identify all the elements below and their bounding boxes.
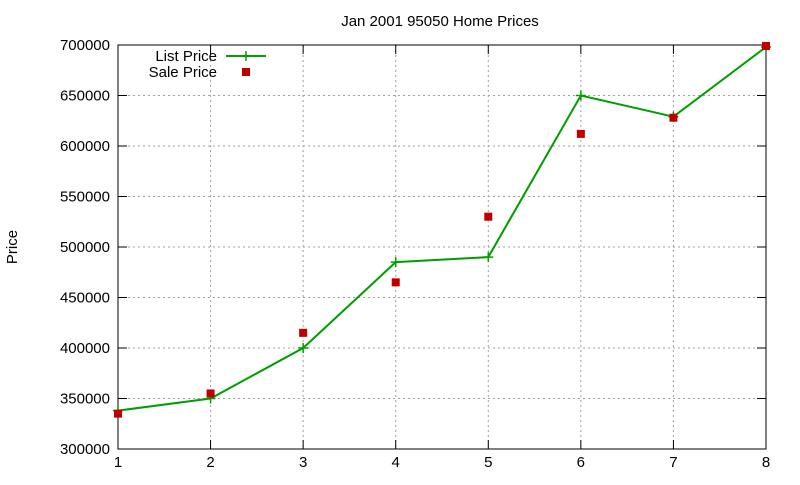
x-tick-label: 2 xyxy=(206,454,214,471)
chart-title: Jan 2001 95050 Home Prices xyxy=(341,13,539,30)
data-point xyxy=(114,409,122,418)
data-point xyxy=(576,129,585,138)
data-point xyxy=(299,328,308,337)
y-tick-label: 700000 xyxy=(60,37,110,54)
series xyxy=(113,42,771,418)
data-point xyxy=(298,343,309,353)
y-tick-label: 550000 xyxy=(60,189,110,206)
y-tick-label: 400000 xyxy=(60,340,110,357)
grid xyxy=(118,45,766,449)
series-sale-price xyxy=(114,42,770,418)
y-axis-label: Price xyxy=(4,230,21,264)
data-point xyxy=(575,90,586,101)
y-tick-label: 650000 xyxy=(60,88,110,105)
y-tick-label: 350000 xyxy=(60,391,110,408)
data-point xyxy=(390,257,401,268)
y-tick-label: 600000 xyxy=(60,138,110,155)
x-tick-label: 7 xyxy=(669,454,677,471)
series-list-price xyxy=(113,42,771,416)
data-point xyxy=(483,252,494,263)
legend-marker xyxy=(242,68,250,76)
y-tick-label: 500000 xyxy=(60,239,110,256)
legend-label: Sale Price xyxy=(149,64,217,81)
legend-label: List Price xyxy=(155,48,217,65)
series-line xyxy=(117,46,767,412)
data-point xyxy=(206,389,215,398)
x-tick-label: 5 xyxy=(484,454,492,471)
data-point xyxy=(762,42,770,51)
legend-marker xyxy=(241,51,251,61)
x-tick-label: 6 xyxy=(577,454,585,471)
y-tick-label: 450000 xyxy=(60,290,110,307)
x-tick-label: 8 xyxy=(762,454,770,471)
data-point xyxy=(484,212,493,221)
y-tick-label: 300000 xyxy=(60,441,110,458)
x-tick-label: 3 xyxy=(299,454,307,471)
data-point xyxy=(391,278,400,287)
x-tick-label: 1 xyxy=(114,454,122,471)
data-point xyxy=(669,113,678,122)
legend-sample xyxy=(226,51,266,61)
ticks: 1 2 3 4 5 6 7 8 300000 350000 400000 450000 500000 55… xyxy=(60,37,770,471)
x-tick-label: 4 xyxy=(392,454,400,471)
legend-sample xyxy=(242,68,250,76)
